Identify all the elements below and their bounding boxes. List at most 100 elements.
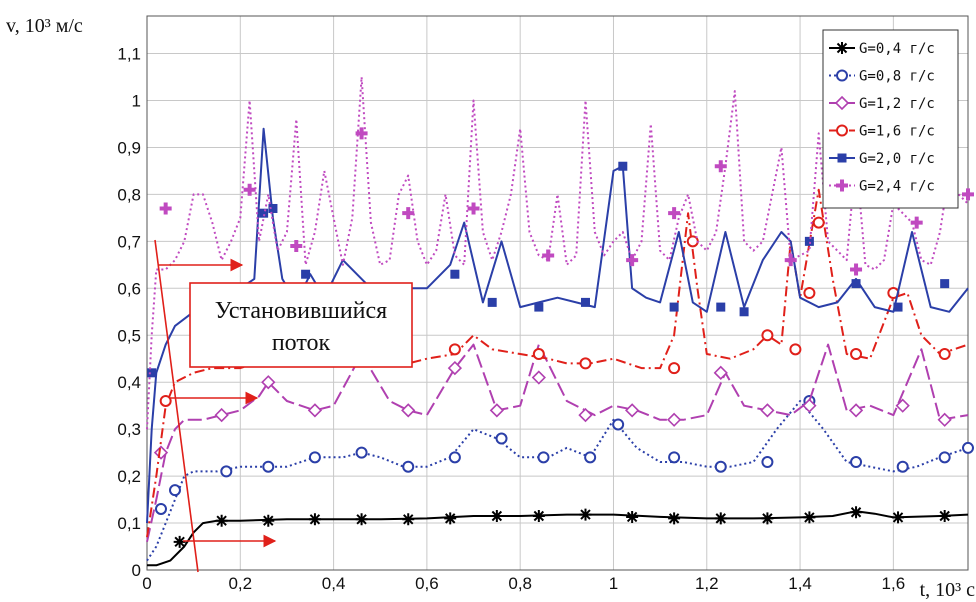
- x-tick-label: 0: [142, 574, 151, 593]
- data-point-star: [262, 514, 275, 527]
- guide-line: [154, 239, 199, 573]
- data-point-circle: [532, 348, 545, 361]
- data-point-circle: [579, 357, 592, 370]
- data-point-plus: [784, 254, 797, 267]
- y-tick-label: 0: [132, 561, 141, 580]
- data-point-star: [892, 511, 905, 524]
- data-point-diamond: [625, 403, 640, 418]
- data-point-square: [716, 302, 726, 312]
- data-point-diamond: [666, 412, 682, 427]
- data-point-star: [173, 535, 186, 548]
- data-point-diamond: [531, 370, 546, 385]
- data-point-diamond: [834, 95, 850, 111]
- series-line: [146, 343, 969, 543]
- annotation-line-1: Установившийся: [215, 298, 387, 324]
- data-point-circle: [355, 446, 368, 459]
- data-point-star: [938, 510, 951, 523]
- data-point-star: [836, 42, 848, 54]
- x-tick-label: 0,2: [228, 574, 252, 593]
- data-point-square: [534, 302, 544, 312]
- y-tick-label: 0,4: [117, 373, 141, 392]
- data-point-diamond: [895, 398, 910, 413]
- data-point-circle: [850, 348, 863, 361]
- legend-item: G=1,2 г/с: [829, 95, 935, 112]
- y-axis-label: v, 10³ м/с: [6, 15, 83, 37]
- annotation-line-2: поток: [272, 330, 331, 356]
- data-point-square: [739, 307, 749, 317]
- data-point-star: [308, 513, 321, 526]
- data-point-square: [450, 269, 460, 279]
- data-point-star: [490, 510, 503, 523]
- x-axis-label: t, 10³ с: [920, 579, 976, 601]
- series-1: [147, 506, 969, 567]
- data-point-square: [268, 203, 278, 213]
- legend-item: G=0,8 г/с: [829, 69, 935, 85]
- data-point-circle: [962, 441, 974, 454]
- legend-label: G=1,2 г/с: [859, 96, 935, 112]
- y-tick-label: 0,1: [117, 514, 141, 533]
- data-point-diamond: [307, 403, 323, 418]
- data-point-circle: [938, 451, 951, 464]
- data-point-diamond: [489, 403, 504, 418]
- data-point-plus: [910, 216, 923, 229]
- data-point-diamond: [153, 445, 169, 460]
- data-point-plus: [714, 160, 727, 173]
- legend-label: G=1,6 г/с: [859, 124, 935, 140]
- data-point-circle: [812, 216, 825, 229]
- data-point-circle: [154, 502, 167, 515]
- data-point-diamond: [578, 407, 593, 423]
- y-tick-label: 0,5: [117, 326, 141, 345]
- data-point-square: [669, 302, 679, 312]
- y-tick-label: 0,9: [117, 138, 141, 157]
- data-point-circle: [836, 124, 848, 137]
- data-point-circle: [584, 451, 597, 464]
- data-point-plus: [836, 179, 848, 192]
- data-point-diamond: [214, 407, 229, 423]
- data-point-circle: [850, 456, 863, 469]
- data-point-circle: [402, 460, 415, 473]
- data-point-star: [402, 513, 415, 526]
- data-point-star: [444, 512, 457, 525]
- series-4: [146, 188, 969, 538]
- data-point-diamond: [802, 398, 817, 413]
- y-tick-label: 0,3: [117, 420, 141, 439]
- y-tick-label: 0,6: [117, 279, 141, 298]
- data-point-diamond: [713, 365, 728, 380]
- plot-frame: [146, 15, 969, 571]
- data-point-plus: [290, 240, 303, 253]
- series-line: [146, 188, 969, 538]
- data-point-star: [714, 512, 727, 525]
- data-point-circle: [448, 343, 461, 356]
- data-point-star: [355, 513, 368, 526]
- data-point-square: [837, 153, 847, 163]
- legend-box: [822, 29, 959, 209]
- data-point-square: [893, 302, 903, 312]
- data-point-circle: [159, 394, 172, 407]
- y-tick-label: 0,7: [117, 232, 141, 251]
- x-tick-label: 1: [609, 574, 618, 593]
- data-point-diamond: [937, 412, 952, 427]
- data-point-circle: [938, 348, 951, 361]
- data-point-circle: [168, 484, 181, 497]
- series-2: [146, 394, 974, 562]
- series-3: [146, 343, 969, 543]
- data-point-square: [580, 297, 590, 307]
- x-tick-label: 1,4: [788, 574, 812, 593]
- data-point-star: [579, 508, 592, 521]
- data-point-star: [668, 512, 681, 525]
- data-point-plus: [467, 202, 480, 215]
- data-point-circle: [495, 432, 508, 445]
- data-point-square: [940, 279, 950, 289]
- data-point-square: [301, 269, 311, 279]
- data-point-plus: [402, 207, 415, 220]
- data-point-square: [851, 279, 861, 289]
- data-point-square: [487, 297, 497, 307]
- series-5: [146, 127, 969, 524]
- legend-item: G=1,6 г/с: [829, 124, 935, 140]
- legend-label: G=0,4 г/с: [859, 41, 935, 57]
- legend: G=0,4 г/с G=0,8 г/с G=1,2 г/с G=1,6 г/с G=2,…: [822, 29, 959, 209]
- data-point-star: [850, 506, 863, 519]
- data-point-circle: [714, 460, 727, 473]
- data-point-circle: [803, 287, 816, 299]
